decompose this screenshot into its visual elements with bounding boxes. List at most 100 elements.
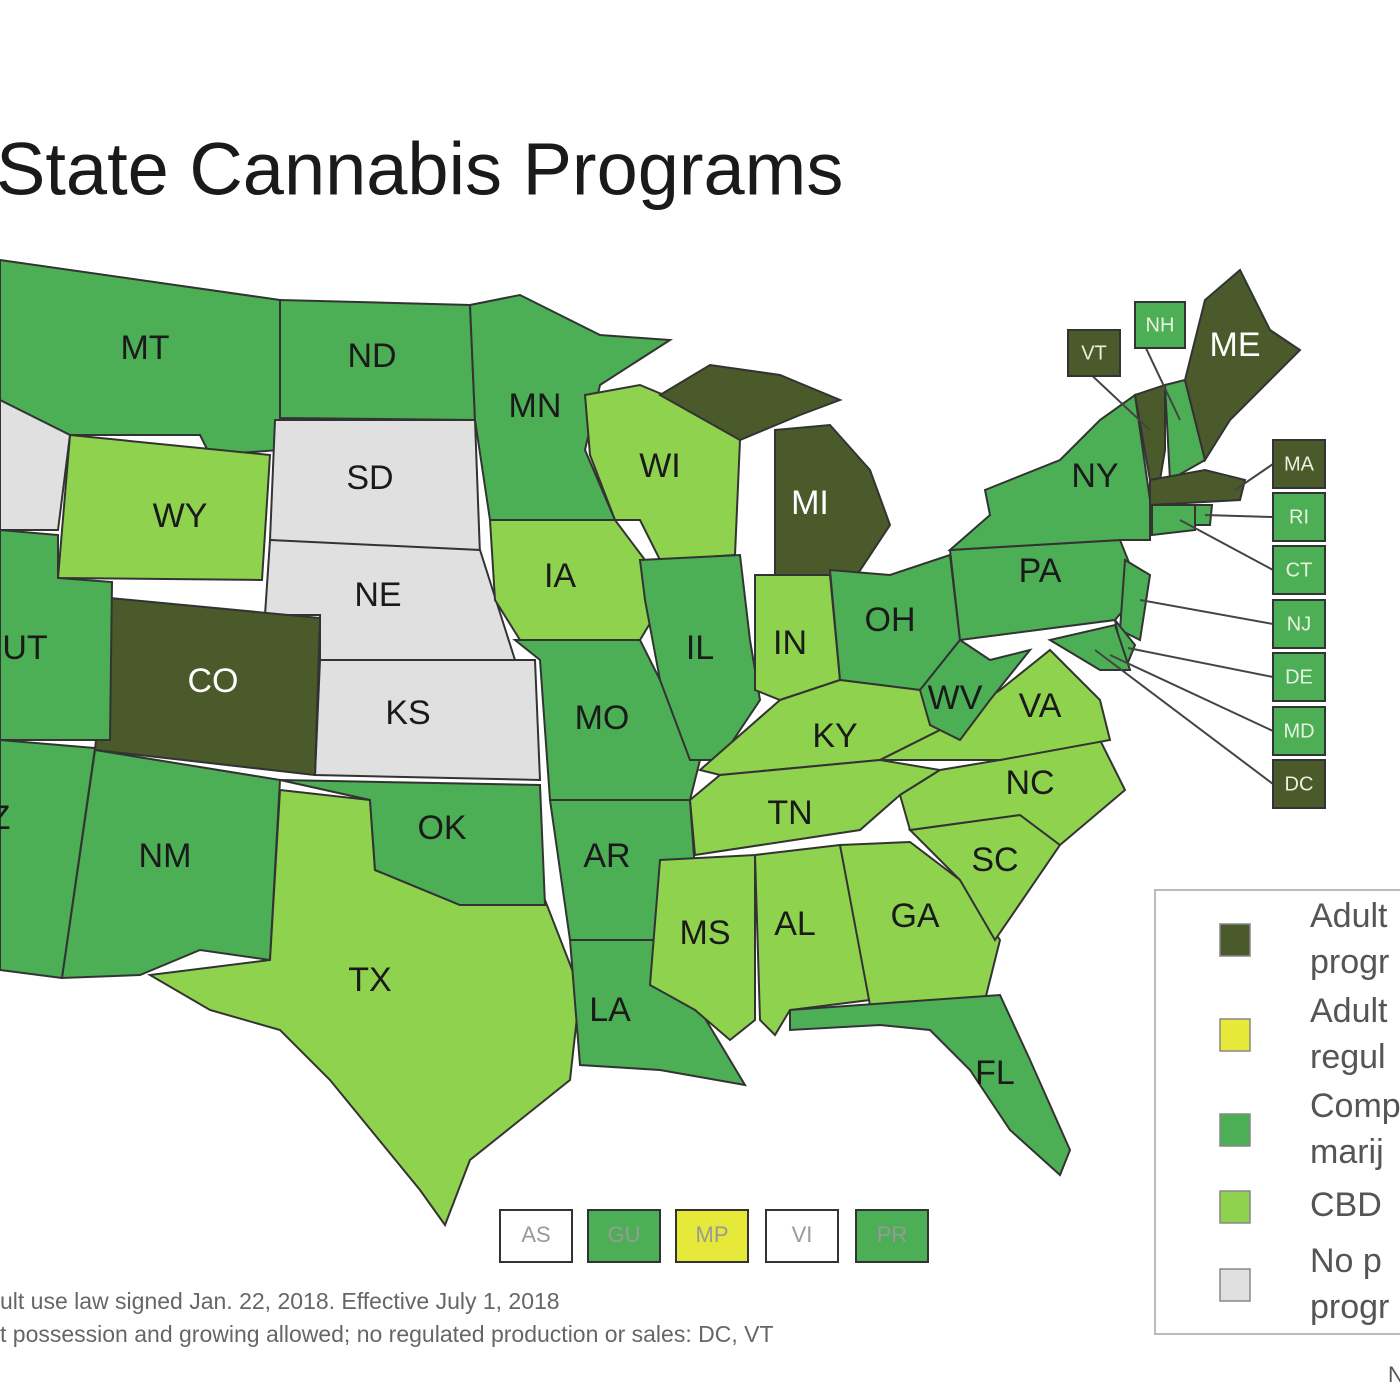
- state-label: MO: [575, 699, 630, 737]
- state-label: FL: [975, 1054, 1015, 1092]
- state-label: NM: [139, 837, 192, 875]
- state-shape: [56, 433, 272, 582]
- legend-swatch: [1219, 1190, 1251, 1224]
- state-shape: [898, 738, 1127, 847]
- callout-line: [1234, 463, 1274, 491]
- state-label: VT: [1081, 342, 1107, 364]
- state-box: [1272, 492, 1326, 542]
- state-label: OH: [865, 601, 916, 639]
- state-label: MS: [680, 914, 731, 952]
- state-shape: [947, 393, 1151, 552]
- state-shape: [279, 779, 547, 906]
- state-label: IL: [686, 629, 714, 667]
- legend-text: Adult: [1310, 992, 1388, 1030]
- state-label: SD: [346, 459, 393, 497]
- state-box: [1272, 545, 1326, 595]
- state-label: AR: [583, 837, 630, 875]
- state-label: MT: [120, 329, 169, 367]
- legend-text: marij: [1310, 1133, 1384, 1171]
- territory-box: [499, 1209, 573, 1263]
- state-label: DC: [1285, 773, 1314, 795]
- state-label: IN: [773, 624, 807, 662]
- state-label: TN: [767, 794, 812, 832]
- state-label: WI: [639, 447, 681, 485]
- callout-line: [1179, 519, 1274, 571]
- territory-box: [855, 1209, 929, 1263]
- state-label: TX: [348, 961, 391, 999]
- state-label: KY: [812, 717, 857, 755]
- state-shape: [789, 993, 1072, 1177]
- legend-swatch: [1219, 1018, 1251, 1052]
- legend-text: progr: [1310, 1288, 1389, 1326]
- state-label: OK: [417, 809, 466, 847]
- state-shape: [688, 758, 943, 857]
- state-label: ND: [347, 337, 396, 375]
- legend-text: CBD: [1310, 1186, 1382, 1224]
- state-box: [1272, 652, 1326, 702]
- state-shape: [0, 398, 72, 531]
- state-label: WY: [153, 497, 208, 535]
- legend-swatch: [1219, 923, 1251, 957]
- legend-box: [1154, 889, 1400, 1335]
- state-label: KS: [385, 694, 430, 732]
- state-label: MI: [791, 484, 829, 522]
- legend-text: No p: [1310, 1242, 1382, 1280]
- legend-swatch: [1219, 1113, 1251, 1147]
- state-label: LA: [589, 991, 631, 1029]
- state-box: [1272, 759, 1326, 809]
- state-label: MA: [1284, 453, 1315, 475]
- footnote: ult use law signed Jan. 22, 2018. Effect…: [0, 1288, 560, 1314]
- footnote: t possession and growing allowed; no reg…: [0, 1321, 774, 1347]
- state-label: DE: [1285, 666, 1313, 688]
- state-label: IA: [544, 557, 576, 595]
- state-label: CO: [188, 662, 239, 700]
- territory-label: AS: [521, 1222, 550, 1247]
- territory-label: PR: [877, 1222, 908, 1247]
- state-box: [1272, 706, 1326, 756]
- territory-box: [675, 1209, 749, 1263]
- state-shape: [1183, 268, 1302, 463]
- state-label: CT: [1286, 559, 1313, 581]
- state-label: NH: [1146, 314, 1175, 336]
- legend-text: regul: [1310, 1038, 1386, 1076]
- state-box: [1272, 439, 1326, 489]
- legend-swatch: [1219, 1268, 1251, 1302]
- title: State Cannabis Programs: [0, 128, 843, 211]
- state-shape: [1047, 623, 1132, 671]
- callout-line: [1139, 599, 1274, 625]
- state-label: GA: [890, 897, 939, 935]
- state-box: [1067, 329, 1121, 377]
- state-label: VA: [1019, 687, 1062, 725]
- state-shape: [1133, 383, 1166, 481]
- state-label: ME: [1210, 326, 1261, 364]
- legend-text: progr: [1310, 943, 1389, 981]
- state-label: NE: [354, 576, 401, 614]
- state-shape: [1149, 468, 1247, 507]
- state-label: NY: [1071, 457, 1118, 495]
- callout-line: [1094, 649, 1274, 785]
- territory-box: [765, 1209, 839, 1263]
- state-label: SC: [971, 841, 1018, 879]
- state-label: NC: [1005, 764, 1054, 802]
- state-shape: [1151, 504, 1196, 537]
- state-label: AL: [774, 905, 816, 943]
- state-label: Z: [0, 799, 10, 837]
- state-label: PA: [1019, 552, 1062, 590]
- callout-line: [1109, 654, 1274, 732]
- state-box: [1272, 599, 1326, 649]
- state-label: MN: [509, 387, 562, 425]
- state-shape: [658, 363, 843, 442]
- state-shape: [0, 528, 114, 741]
- callout-line: [1127, 647, 1274, 678]
- state-label: NJ: [1287, 613, 1311, 635]
- state-label: WV: [928, 679, 983, 717]
- state-box: [1134, 301, 1186, 349]
- territory-label: GU: [608, 1222, 641, 1247]
- corner-text: N: [1388, 1362, 1400, 1387]
- territory-label: MP: [696, 1222, 729, 1247]
- territory-label: VI: [792, 1222, 813, 1247]
- state-shape: [918, 638, 1033, 742]
- state-shape: [1118, 558, 1152, 642]
- territory-box: [587, 1209, 661, 1263]
- legend-text: Adult: [1310, 897, 1388, 935]
